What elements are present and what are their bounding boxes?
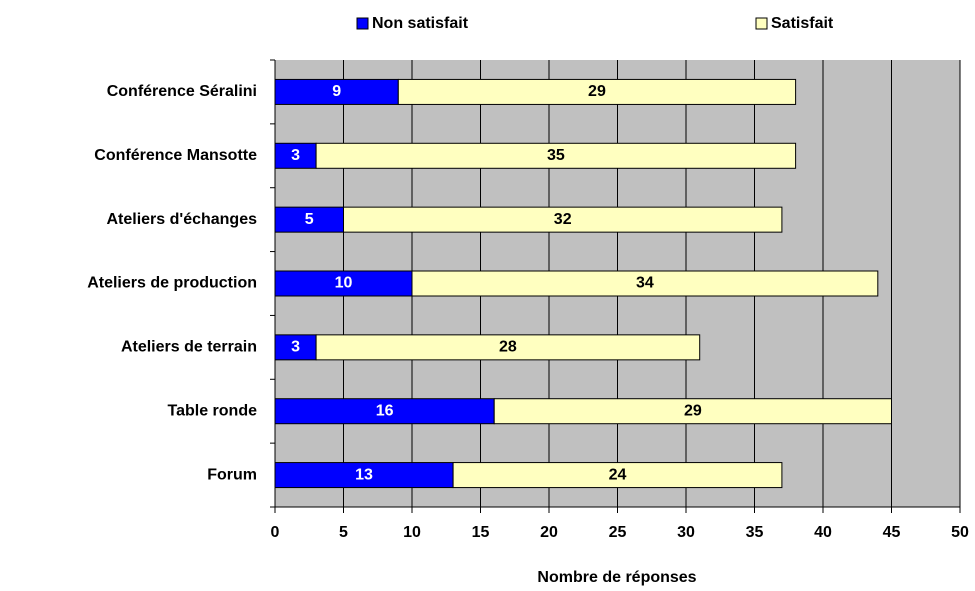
legend-label: Satisfait — [771, 15, 834, 32]
bar-segment — [411, 270, 879, 297]
x-tick-label: 40 — [814, 524, 832, 541]
x-tick-label: 5 — [339, 524, 348, 541]
data-label: 29 — [684, 402, 702, 419]
data-label: 35 — [547, 147, 565, 164]
y-tick-label: Table ronde — [168, 402, 258, 419]
data-label: 34 — [636, 275, 654, 292]
bar-segment — [274, 398, 495, 425]
bar-segment — [343, 206, 783, 233]
bar-segment — [274, 270, 413, 297]
data-label: 5 — [305, 211, 314, 228]
legend-swatch — [356, 17, 369, 30]
data-label: 29 — [588, 83, 606, 100]
bar-segment — [274, 142, 317, 169]
bar-segment — [493, 398, 892, 425]
bar-segment — [315, 142, 797, 169]
legend-swatch — [755, 17, 768, 30]
bar-segment — [274, 206, 344, 233]
y-tick-label: Conférence Séralini — [107, 83, 257, 100]
x-tick-label: 45 — [883, 524, 901, 541]
y-tick-label: Ateliers de terrain — [121, 339, 257, 356]
x-tick-label: 15 — [472, 524, 490, 541]
y-tick-label: Forum — [207, 466, 257, 483]
data-label: 13 — [355, 466, 373, 483]
x-tick-label: 35 — [746, 524, 764, 541]
x-axis-title: Nombre de réponses — [537, 569, 696, 586]
y-tick-label: Ateliers d'échanges — [106, 211, 257, 228]
data-label: 28 — [499, 339, 517, 356]
bar-segment — [274, 462, 454, 489]
x-tick-label: 0 — [271, 524, 280, 541]
bar-segment — [274, 78, 399, 105]
bar-segment — [315, 334, 701, 361]
data-label: 3 — [291, 339, 300, 356]
bar-segment — [397, 78, 797, 105]
data-label: 24 — [609, 466, 627, 483]
data-label: 32 — [554, 211, 572, 228]
y-tick-label: Conférence Mansotte — [94, 147, 257, 164]
x-tick-label: 30 — [677, 524, 695, 541]
data-label: 10 — [335, 275, 353, 292]
x-tick-label: 10 — [403, 524, 421, 541]
y-tick-label: Ateliers de production — [87, 275, 257, 292]
bar-segment — [274, 334, 317, 361]
data-label: 16 — [376, 402, 394, 419]
bar-segment — [452, 462, 783, 489]
data-label: 3 — [291, 147, 300, 164]
data-label: 9 — [332, 83, 341, 100]
x-tick-label: 20 — [540, 524, 558, 541]
legend-label: Non satisfait — [372, 15, 469, 32]
x-tick-label: 25 — [609, 524, 627, 541]
x-tick-label: 50 — [951, 524, 969, 541]
